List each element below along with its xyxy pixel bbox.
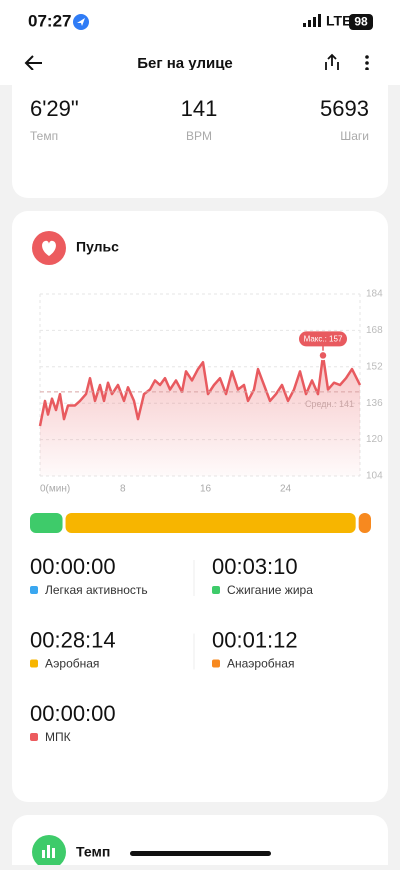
- zone-dot: [212, 659, 220, 668]
- area: [40, 355, 360, 476]
- y-tick-label: 136: [366, 398, 383, 409]
- summary-value: 5693: [320, 96, 369, 121]
- zone-dot: [30, 659, 38, 668]
- zone-name: Аэробная: [45, 657, 99, 671]
- y-tick-label: 104: [366, 471, 383, 482]
- zone-dot: [212, 586, 220, 594]
- home-indicator: [130, 851, 271, 856]
- summary-card: [12, 70, 388, 198]
- zone-name: Легкая активность: [45, 583, 148, 597]
- zone-name: Сжигание жира: [227, 583, 313, 597]
- network: LTE: [326, 13, 351, 29]
- summary-label: BPM: [186, 129, 212, 143]
- average-label: Средн.: 141: [305, 399, 354, 409]
- battery-level: 98: [354, 15, 368, 29]
- zone-segment: [65, 513, 356, 533]
- clock: 07:27: [28, 11, 71, 30]
- pace-card: [12, 815, 388, 870]
- y-tick-label: 120: [366, 434, 383, 445]
- page-title: Бег на улице: [137, 55, 233, 72]
- x-tick-label: 0(мин): [40, 484, 70, 495]
- x-tick-label: 16: [200, 484, 212, 495]
- card-title: Темп: [76, 844, 110, 860]
- x-tick-label: 24: [280, 484, 292, 495]
- max-pill: [299, 331, 347, 347]
- y-tick-label: 168: [366, 325, 383, 336]
- zone-dot: [30, 586, 38, 594]
- zone-time: 00:00:00: [30, 554, 116, 579]
- zone-segment: [358, 513, 371, 533]
- summary-label: Темп: [30, 129, 58, 143]
- zone-name: Анаэробная: [227, 657, 294, 671]
- battery-icon: [349, 14, 373, 30]
- location-arrow: [77, 18, 85, 26]
- back-button[interactable]: [24, 55, 42, 71]
- pace-icon: [42, 845, 55, 858]
- zone-time: 00:00:00: [30, 701, 116, 726]
- card-title: Пульс: [76, 239, 119, 255]
- heart-icon: [42, 240, 56, 256]
- summary-value: 141: [181, 96, 218, 121]
- max-point: [318, 350, 328, 361]
- max-label: Макс.: 157: [304, 335, 343, 344]
- x-tick-label: 8: [120, 484, 126, 495]
- zone-time: 00:03:10: [212, 554, 298, 579]
- more-button[interactable]: [365, 55, 369, 71]
- y-tick-label: 152: [366, 361, 383, 372]
- y-tick-label: 184: [366, 289, 383, 300]
- line: [38, 354, 362, 427]
- zone-time: 00:01:12: [212, 627, 298, 652]
- header-edge: [0, 70, 400, 85]
- heart-rate-card: [12, 211, 388, 802]
- signal-icon: [303, 14, 321, 27]
- zone-name: МПК: [45, 730, 71, 744]
- summary-label: Шаги: [340, 129, 369, 143]
- summary-value: 6'29": [30, 96, 79, 121]
- zone-dot: [30, 733, 38, 741]
- zone-segment: [30, 513, 63, 533]
- zone-time: 00:28:14: [30, 627, 116, 652]
